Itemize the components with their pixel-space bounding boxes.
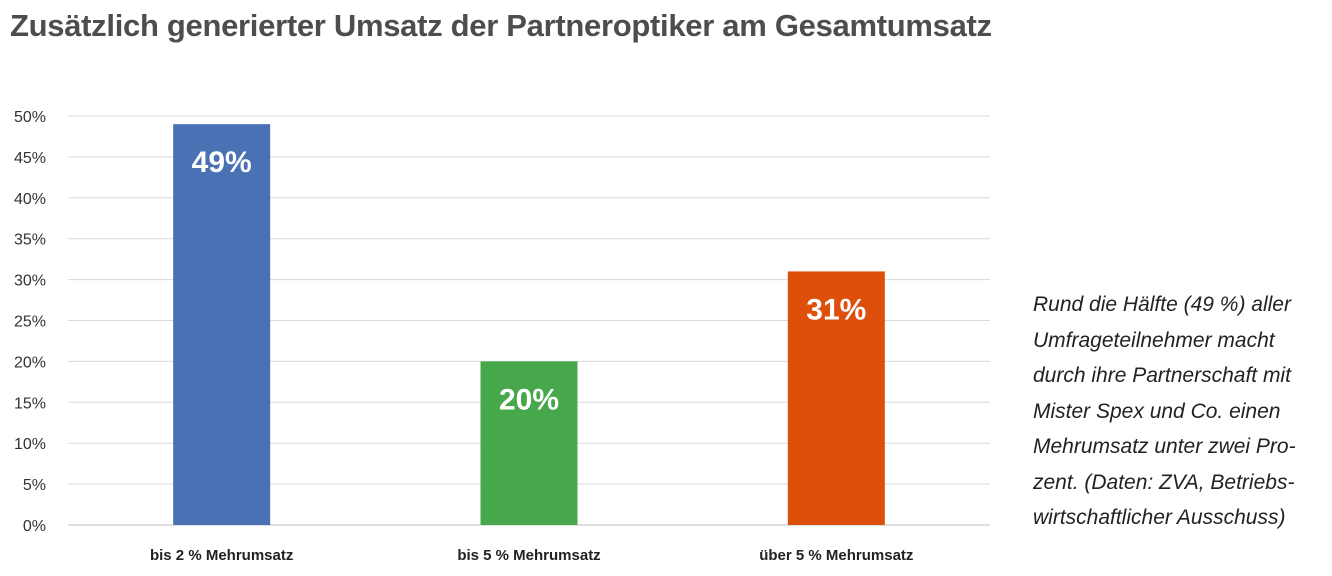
caption-line: Umfrageteilnehmer macht bbox=[1033, 328, 1275, 352]
y-axis-tick-labels: 0% 5% 10% 15% 20% 25% 30% 35% 40% 45% 50% bbox=[14, 109, 46, 535]
bar bbox=[787, 271, 885, 525]
y-tick-label: 0% bbox=[23, 518, 46, 535]
y-tick-label: 25% bbox=[14, 314, 46, 331]
bar bbox=[480, 361, 578, 525]
y-tick-label: 45% bbox=[14, 150, 46, 167]
data-label: 20% bbox=[499, 383, 559, 416]
caption-line: wirtschaftlicher Ausschuss) bbox=[1033, 506, 1286, 529]
y-tick-label: 5% bbox=[23, 477, 46, 494]
data-labels: 49% 20% 31% bbox=[192, 146, 867, 416]
bar bbox=[173, 124, 271, 526]
y-tick-label: 35% bbox=[14, 232, 46, 249]
caption-line: Mister Spex und Co. einen bbox=[1033, 399, 1281, 423]
x-category-label: bis 2 % Mehrumsatz bbox=[150, 547, 293, 564]
page-title: Zusätzlich generierter Umsatz der Partne… bbox=[10, 8, 992, 43]
y-tick-label: 30% bbox=[14, 273, 46, 290]
data-label: 49% bbox=[192, 146, 252, 179]
y-tick-label: 40% bbox=[14, 191, 46, 208]
y-tick-label: 20% bbox=[14, 354, 46, 371]
caption-line: zent. (Daten: ZVA, Betriebs- bbox=[1033, 470, 1295, 494]
y-tick-label: 50% bbox=[14, 109, 46, 126]
x-category-label: über 5 % Mehrumsatz bbox=[759, 547, 913, 564]
y-tick-label: 10% bbox=[14, 436, 46, 453]
data-label: 31% bbox=[806, 293, 866, 326]
y-tick-label: 15% bbox=[14, 395, 46, 412]
caption-line: Mehrumsatz unter zwei Pro- bbox=[1033, 435, 1296, 458]
x-axis-category-labels: bis 2 % Mehrumsatz bis 5 % Mehrumsatz über… bbox=[150, 547, 913, 564]
caption-line: Rund die Hälfte (49 %) aller bbox=[1033, 293, 1291, 316]
caption: Rund die Hälfte (49 %) aller Umfrageteiln… bbox=[1033, 287, 1323, 536]
x-category-label: bis 5 % Mehrumsatz bbox=[457, 547, 600, 564]
bars bbox=[173, 124, 885, 526]
caption-line: durch ihre Partnerschaft mit bbox=[1033, 364, 1291, 387]
